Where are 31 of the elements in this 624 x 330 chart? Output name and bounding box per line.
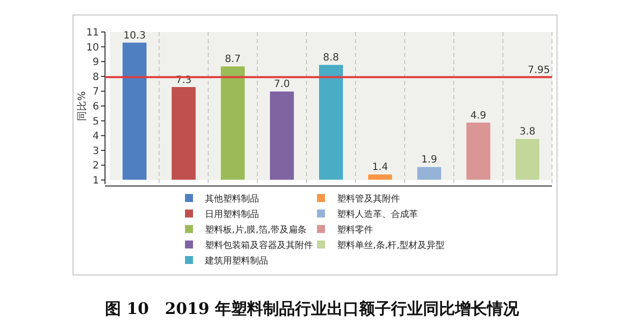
y-tick-label: 3 xyxy=(92,146,99,157)
y-tick-label: 6 xyxy=(92,102,99,112)
data-label: 3.8 xyxy=(519,126,536,138)
y-axis-title: 同比% xyxy=(76,91,88,121)
data-label: 4.9 xyxy=(470,110,486,122)
data-label: 1.9 xyxy=(421,154,438,166)
text: 图 10 2019 年塑料制品行业出口额子行业同比增长情况 xyxy=(105,299,520,318)
legend-label: 日用塑料制品 xyxy=(205,209,259,220)
legend-label: 塑料人造革、合成革 xyxy=(337,209,418,220)
y-tick-label: 7 xyxy=(92,86,99,98)
legend-label: 建筑用塑料制品 xyxy=(204,256,268,266)
data-label: 7.0 xyxy=(274,79,290,90)
data-label: 1.4 xyxy=(372,162,388,174)
y-tick-label: 1 xyxy=(92,176,99,186)
legend-label: 塑料板,片,膜,箔,带及扁条 xyxy=(205,224,306,236)
legend-label: 塑料单丝,条,杆,型材及异型 xyxy=(337,240,445,251)
ref-line-label: 7.95 xyxy=(528,65,550,76)
legend-label: 塑料包装箱及容器及其附件 xyxy=(205,240,313,251)
data-label: 8.8 xyxy=(323,52,339,64)
legend-label: 其他塑料制品 xyxy=(205,194,259,204)
y-tick-label: 11 xyxy=(86,28,99,38)
y-tick-label: 8 xyxy=(92,72,99,83)
y-tick-label: 4 xyxy=(92,131,99,142)
data-label: 10.3 xyxy=(123,30,146,42)
y-tick-label: 10 xyxy=(86,42,99,54)
y-tick-label: 5 xyxy=(92,116,99,128)
legend-label: 塑料管及其附件 xyxy=(337,194,400,204)
y-tick-label: 9 xyxy=(92,57,99,68)
data-label: 8.7 xyxy=(224,54,241,66)
legend-label: 塑料零件 xyxy=(337,224,373,236)
y-tick-label: 2 xyxy=(92,160,99,172)
